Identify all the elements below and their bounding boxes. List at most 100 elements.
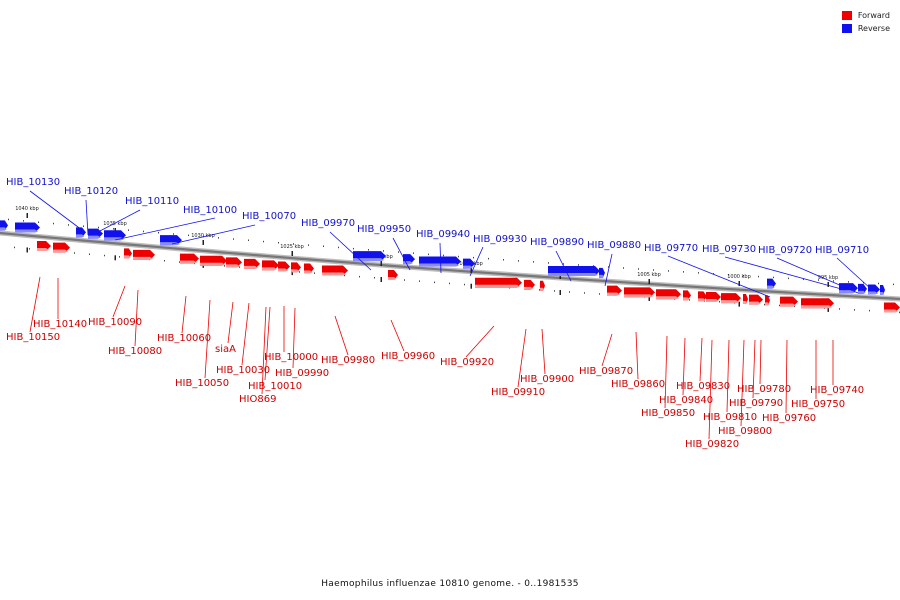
reverse-gene-shade	[160, 242, 180, 246]
minor-tick-upper	[533, 261, 534, 263]
reverse-callout-line	[836, 257, 872, 290]
major-tick-lower	[114, 255, 116, 261]
forward-gene-shade	[262, 267, 277, 271]
forward-callout-line	[264, 306, 271, 381]
forward-callout-line	[759, 339, 762, 385]
forward-gene-shade	[780, 303, 796, 307]
minor-tick-upper	[758, 275, 759, 278]
forward-gene-shade	[706, 299, 719, 303]
legend-label-reverse: Reverse	[857, 24, 890, 33]
forward-callout-line	[465, 325, 495, 358]
reverse-gene-label: HIB_09970	[301, 218, 355, 229]
forward-callout-line	[708, 339, 713, 440]
reverse-gene-label: HIB_10110	[125, 196, 179, 207]
minor-tick-upper	[143, 230, 144, 233]
minor-tick-lower	[464, 283, 465, 286]
scale-label: 1040 kbp	[15, 206, 39, 212]
reverse-callout-line	[329, 231, 372, 271]
forward-callout-line	[664, 335, 668, 409]
minor-tick-upper	[8, 218, 9, 221]
major-tick-upper	[202, 240, 204, 245]
minor-tick-upper	[323, 245, 324, 247]
minor-tick-lower	[374, 277, 375, 279]
minor-tick-upper	[578, 264, 579, 266]
minor-tick-lower	[689, 299, 690, 301]
minor-tick-upper	[878, 282, 879, 285]
minor-tick-upper	[443, 254, 444, 257]
forward-gene-shade	[304, 270, 313, 274]
forward-callout-line	[134, 289, 139, 347]
minor-tick-upper	[68, 224, 69, 226]
reverse-gene-shade	[548, 272, 598, 276]
reverse-callout-line	[439, 242, 442, 274]
genome-backbone	[0, 231, 900, 301]
minor-tick-upper	[398, 251, 399, 253]
forward-gene-shade	[749, 301, 761, 305]
reverse-gene-shade	[419, 263, 459, 267]
minor-tick-upper	[608, 266, 609, 268]
minor-tick-lower	[554, 290, 555, 292]
minor-tick-upper	[698, 272, 699, 274]
forward-gene-label: HIB_10080	[108, 346, 162, 357]
reverse-gene-label: HIB_10120	[64, 186, 118, 197]
minor-tick-lower	[164, 260, 165, 262]
reverse-gene-shade	[353, 258, 384, 262]
minor-tick-upper	[788, 277, 789, 280]
minor-tick-upper	[263, 240, 264, 243]
forward-callout-line	[390, 319, 405, 352]
forward-gene-label: HIB_09830	[676, 381, 730, 392]
forward-gene-label: HIB_09900	[520, 374, 574, 385]
forward-callout-line	[635, 331, 639, 380]
minor-tick-upper	[368, 249, 369, 251]
forward-gene-shade	[388, 276, 397, 280]
reverse-gene-shade	[15, 229, 38, 233]
minor-tick-upper	[308, 244, 309, 246]
reverse-gene-shade	[767, 285, 775, 289]
genome-caption: Haemophilus influenzae 10810 genome. - 0…	[321, 579, 579, 589]
reverse-gene-label: HIB_09880	[587, 240, 641, 251]
forward-callout-line	[785, 339, 788, 414]
minor-tick-lower	[29, 248, 30, 250]
minor-tick-upper	[728, 274, 729, 276]
major-tick-upper	[380, 261, 382, 266]
forward-gene-label: HIB_09920	[440, 357, 494, 368]
forward-gene-label: HIB_10000	[264, 352, 318, 363]
legend-swatch-reverse	[841, 24, 852, 33]
major-tick-upper	[470, 268, 472, 273]
minor-tick-upper	[623, 267, 624, 269]
minor-tick-lower	[569, 291, 570, 293]
minor-tick-lower	[359, 275, 360, 278]
reverse-gene-shade	[839, 290, 856, 294]
reverse-callout-line	[555, 250, 572, 282]
minor-tick-lower	[839, 308, 840, 310]
minor-tick-lower	[449, 282, 450, 285]
minor-tick-lower	[539, 289, 540, 291]
forward-gene-label: HIB_10060	[157, 333, 211, 344]
forward-gene-shade	[540, 287, 545, 291]
forward-gene-label: HIO869	[239, 394, 276, 405]
minor-tick-lower	[14, 246, 15, 249]
minor-tick-lower	[104, 254, 105, 257]
reverse-gene-label: HIB_10100	[183, 205, 237, 216]
minor-tick-lower	[869, 309, 870, 312]
forward-gene-label: HIB_09810	[703, 412, 757, 423]
forward-gene-label: HIB_09820	[685, 439, 739, 450]
scale-label: 1030 kbp	[191, 233, 215, 239]
reverse-gene-shade	[858, 290, 866, 294]
forward-gene-label: HIB_09980	[321, 355, 375, 366]
forward-callout-line	[726, 339, 730, 413]
minor-tick-lower	[779, 304, 780, 307]
minor-tick-upper	[773, 276, 774, 279]
minor-tick-upper	[248, 239, 249, 241]
forward-gene-shade	[765, 302, 770, 306]
forward-callout-line	[699, 337, 703, 382]
major-tick-upper	[291, 251, 293, 256]
minor-tick-upper	[713, 273, 714, 275]
minor-tick-upper	[338, 246, 339, 249]
reverse-gene-label: HIB_09720	[758, 245, 812, 256]
reverse-gene-label: HIB_09710	[815, 245, 869, 256]
minor-tick-upper	[818, 279, 819, 281]
forward-gene-shade	[607, 292, 620, 296]
forward-gene-shade	[226, 264, 240, 268]
